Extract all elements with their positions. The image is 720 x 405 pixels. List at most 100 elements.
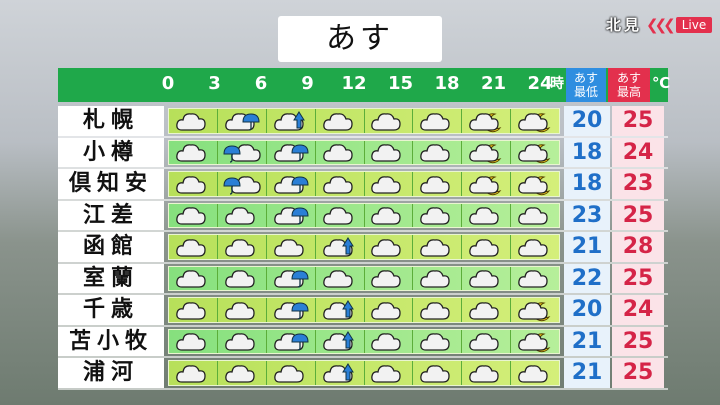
max-temp: 25 [612,200,664,230]
cloudy-icon [365,140,414,164]
cloudy-then-rain-icon [267,172,316,196]
max-temp: 25 [612,358,664,388]
cloudy-moon-icon [462,172,512,196]
max-temp: 23 [612,169,664,199]
page-title: あす [278,16,442,62]
cloudy-moon-icon [511,298,559,322]
cloudy-icon [316,172,365,196]
cloudy-icon [365,266,414,290]
live-indicator: 北見 ❮❮❮ Live [606,14,713,35]
hour-label: 15 [387,73,414,94]
cloudy-icon [169,109,218,133]
cloudy-icon [413,361,463,385]
cloudy-icon [169,361,218,385]
weather-icons [168,234,560,260]
cloudy-icon [462,266,512,290]
cloudy-icon [169,203,218,227]
cloudy-icon [218,203,267,227]
cloudy-occasional-rain-icon [316,235,365,259]
forecast-row: 浦河 21 25 [58,358,668,390]
hour-labels: 0 3 6 9 12 15 18 21 24 [162,68,628,102]
rain-then-cloudy-icon [218,140,267,164]
hour-label: 12 [341,73,367,94]
forecast-header: 0 3 6 9 12 15 18 21 24 時 あす 最低 あす 最高 ℃ [58,68,671,102]
min-temp-header: あす 最低 [566,68,606,102]
cloudy-icon [218,235,267,259]
max-temp-header: あす 最高 [608,68,650,102]
live-badge: Live [675,16,713,33]
forecast-row: 千歳 20 24 [58,295,668,327]
location-name: 倶知安 [58,169,164,199]
cloudy-icon [413,172,463,196]
weather-icons [168,139,560,165]
cloudy-moon-icon [511,172,559,196]
forecast-row: 江差 23 25 [58,200,668,232]
cloudy-icon [413,235,463,259]
cloudy-icon [316,266,365,290]
location-name: 苫小牧 [58,326,164,356]
cloudy-icon [169,172,218,196]
rain-then-cloudy-icon [218,172,267,196]
cloudy-icon [511,235,559,259]
chevron-icon: ❮❮❮ [646,15,676,34]
location-name: 函館 [58,232,164,262]
max-temp: 25 [612,263,664,293]
forecast-row: 倶知安 18 23 [58,169,668,201]
cloudy-moon-icon [462,140,512,164]
min-temp: 18 [564,169,610,199]
unit-label: ℃ [652,74,671,92]
max-temp: 25 [612,326,664,356]
weather-icons [168,202,560,228]
cloudy-icon [462,298,512,322]
weather-icons [168,297,560,323]
min-temp: 23 [564,200,610,230]
cloudy-then-rain-icon [267,329,316,353]
station-city: 北見 [606,16,643,34]
weather-icons [168,360,560,386]
cloudy-moon-icon [511,330,559,354]
hour-label: 6 [254,73,268,94]
location-name: 浦河 [58,358,164,388]
forecast-row: 苫小牧 21 25 [58,326,668,358]
cloudy-icon [267,361,316,385]
cloudy-icon [169,140,218,164]
min-temp: 20 [564,106,610,136]
cloudy-icon [365,109,414,133]
cloudy-occasional-rain-icon [316,298,365,322]
location-name: 千歳 [58,295,164,325]
weather-icons [168,265,560,291]
hour-label: 18 [434,73,460,94]
hour-label: 9 [301,73,314,94]
min-temp: 20 [564,295,610,325]
hour-label: 21 [480,73,507,94]
location-name: 札幌 [58,106,164,136]
hour-label: 24 [527,73,553,94]
min-label-1: あす [573,71,598,85]
weather-icons [168,328,560,354]
cloudy-moon-icon [511,109,559,133]
cloudy-icon [462,203,512,227]
min-temp: 21 [564,232,610,262]
cloudy-icon [218,361,267,385]
cloudy-icon [169,298,218,322]
cloudy-occasional-rain-icon [267,109,316,133]
cloudy-icon [413,109,463,133]
cloudy-icon [413,298,463,322]
cloudy-icon [511,267,559,291]
cloudy-icon [413,329,463,353]
cloudy-then-rain-icon [267,203,316,227]
cloudy-icon [218,329,267,353]
location-name: 室蘭 [58,263,164,293]
cloudy-icon [169,235,218,259]
cloudy-then-rain-icon [267,298,316,322]
cloudy-icon [365,235,414,259]
cloudy-icon [316,140,365,164]
cloudy-icon [365,329,414,353]
cloudy-icon [413,140,463,164]
min-temp: 18 [564,137,610,167]
max-label-2: 最高 [616,85,641,99]
weather-icons [168,171,560,197]
cloudy-moon-icon [462,109,512,133]
cloudy-icon [316,109,365,133]
max-temp: 24 [612,137,664,167]
